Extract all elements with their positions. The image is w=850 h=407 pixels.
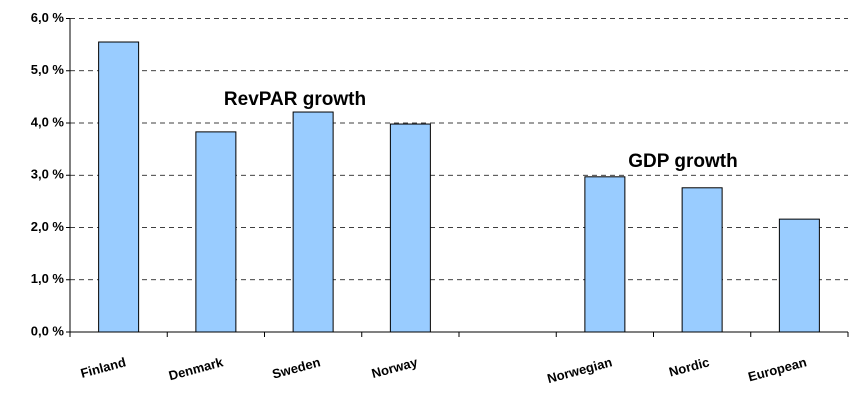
y-tick-label: 0,0 % (31, 323, 65, 338)
x-tick-label: European (746, 354, 808, 384)
bar (584, 176, 626, 333)
annotation: RevPAR growth (224, 89, 366, 110)
x-tick-label: Norway (370, 354, 420, 381)
bar (98, 41, 140, 333)
annotation: GDP growth (628, 151, 737, 172)
y-tick-label: 3,0 % (31, 167, 65, 182)
y-tick-label: 4,0 % (31, 114, 65, 129)
bar (389, 123, 431, 333)
y-tick-label: 6,0 % (31, 10, 65, 25)
bar (681, 187, 723, 333)
x-tick-label: Finland (79, 354, 128, 380)
x-tick-label: Sweden (271, 354, 322, 381)
bar (292, 111, 334, 333)
y-tick-label: 5,0 % (31, 62, 65, 77)
x-tick-label: Denmark (167, 354, 225, 383)
bar (778, 218, 820, 333)
y-tick-label: 2,0 % (31, 219, 65, 234)
x-tick-label: Norwegian (546, 354, 614, 386)
y-tick-label: 1,0 % (31, 271, 65, 286)
bar (195, 131, 237, 333)
x-tick-label: Nordic (667, 354, 711, 379)
